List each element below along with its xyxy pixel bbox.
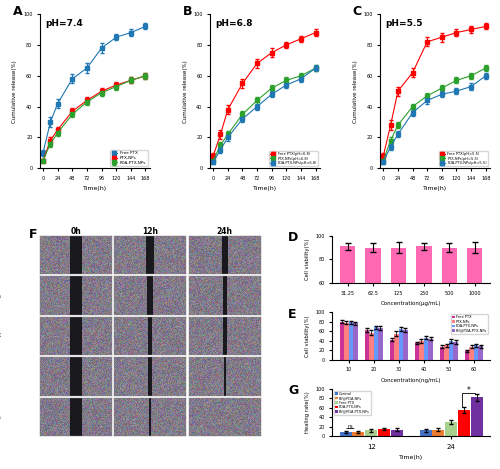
Y-axis label: Cell viability(%): Cell viability(%) — [305, 315, 310, 357]
Text: ns: ns — [348, 424, 353, 429]
Bar — [353, 323, 358, 360]
Bar — [394, 333, 398, 360]
Bar — [340, 322, 344, 360]
Bar — [390, 340, 394, 360]
Y-axis label: Bif@PDA-NPs: Bif@PDA-NPs — [0, 293, 1, 298]
Bar — [444, 345, 449, 360]
Title: 24h: 24h — [217, 227, 233, 235]
Bar — [398, 329, 403, 360]
Bar — [420, 431, 432, 436]
Bar — [424, 338, 428, 360]
Y-axis label: Cumulative release(%): Cumulative release(%) — [352, 60, 358, 122]
Bar — [378, 328, 382, 360]
Bar — [391, 430, 403, 436]
Bar — [348, 322, 353, 360]
Y-axis label: Control: Control — [0, 252, 1, 257]
Text: G: G — [288, 384, 298, 397]
Text: *: * — [467, 386, 471, 395]
Bar — [366, 248, 380, 354]
Legend: Free PTX, PTX-NPs, PDA-PTX-NPs, Bif@PDA-PTX-NPs: Free PTX, PTX-NPs, PDA-PTX-NPs, Bif@PDA-… — [451, 314, 488, 334]
Text: D: D — [288, 231, 298, 244]
Bar — [364, 330, 369, 360]
Text: F: F — [29, 227, 38, 241]
Legend: Control, Bif@PDA-NPs, Free PTX, PDA-PTX-NPs, Bif@PDA-PTX-NPs: Control, Bif@PDA-NPs, Free PTX, PDA-PTX-… — [334, 391, 370, 415]
Legend: Free PTX(pH=5.5), PTX-NPs(pH=5.5), PDA-PTX-NPs(pH=5.5): Free PTX(pH=5.5), PTX-NPs(pH=5.5), PDA-P… — [439, 151, 488, 166]
Y-axis label: Bif@PDA-PTX-NPs: Bif@PDA-PTX-NPs — [0, 415, 1, 420]
Bar — [391, 248, 406, 354]
Bar — [458, 410, 470, 436]
Bar — [414, 343, 419, 360]
Bar — [428, 339, 433, 360]
Bar — [432, 430, 444, 436]
Bar — [465, 351, 469, 360]
Bar — [471, 397, 483, 436]
Text: E: E — [288, 308, 297, 320]
Y-axis label: Cell viability(%): Cell viability(%) — [305, 239, 310, 280]
Y-axis label: Free PTX: Free PTX — [0, 333, 1, 339]
Bar — [467, 248, 482, 354]
Title: 12h: 12h — [142, 227, 158, 235]
Text: A: A — [12, 5, 22, 18]
Bar — [442, 248, 457, 354]
Bar — [340, 432, 351, 436]
Bar — [365, 431, 377, 436]
Bar — [419, 340, 424, 360]
Bar — [378, 429, 390, 436]
Y-axis label: PDA-PTX-NPs: PDA-PTX-NPs — [0, 374, 1, 379]
Y-axis label: Healing rate(%): Healing rate(%) — [305, 392, 310, 433]
Title: 0h: 0h — [70, 227, 81, 235]
Bar — [416, 246, 432, 354]
Bar — [474, 345, 478, 360]
X-axis label: Time(h): Time(h) — [83, 187, 107, 191]
Bar — [403, 330, 407, 360]
Text: C: C — [353, 5, 362, 18]
Y-axis label: Cumulative release(%): Cumulative release(%) — [12, 60, 18, 122]
X-axis label: Time(h): Time(h) — [253, 187, 277, 191]
Bar — [445, 422, 457, 436]
Bar — [344, 323, 348, 360]
Bar — [454, 342, 458, 360]
Y-axis label: Cumulative release(%): Cumulative release(%) — [182, 60, 188, 122]
Bar — [374, 327, 378, 360]
Bar — [470, 347, 474, 360]
Text: pH=6.8: pH=6.8 — [216, 19, 253, 28]
Bar — [352, 432, 364, 436]
X-axis label: Concentration(ng/mL): Concentration(ng/mL) — [381, 378, 442, 383]
Bar — [369, 333, 374, 360]
Legend: Free PTX, PTX-NPs, PDA-PTX-NPs: Free PTX, PTX-NPs, PDA-PTX-NPs — [110, 150, 148, 166]
Text: pH=7.4: pH=7.4 — [46, 19, 83, 28]
X-axis label: Concentration(μg/mL): Concentration(μg/mL) — [381, 301, 442, 306]
X-axis label: Time(h): Time(h) — [399, 455, 423, 461]
Text: B: B — [182, 5, 192, 18]
X-axis label: Time(h): Time(h) — [423, 187, 447, 191]
Bar — [478, 346, 483, 360]
Legend: Free PTX(pH=6.8), PTX-NPs(pH=6.8), PDA-PTX-NPs(pH=6.8): Free PTX(pH=6.8), PTX-NPs(pH=6.8), PDA-P… — [270, 151, 318, 166]
Text: pH=5.5: pH=5.5 — [386, 19, 423, 28]
Bar — [340, 246, 355, 354]
Bar — [440, 347, 444, 360]
Bar — [449, 341, 454, 360]
